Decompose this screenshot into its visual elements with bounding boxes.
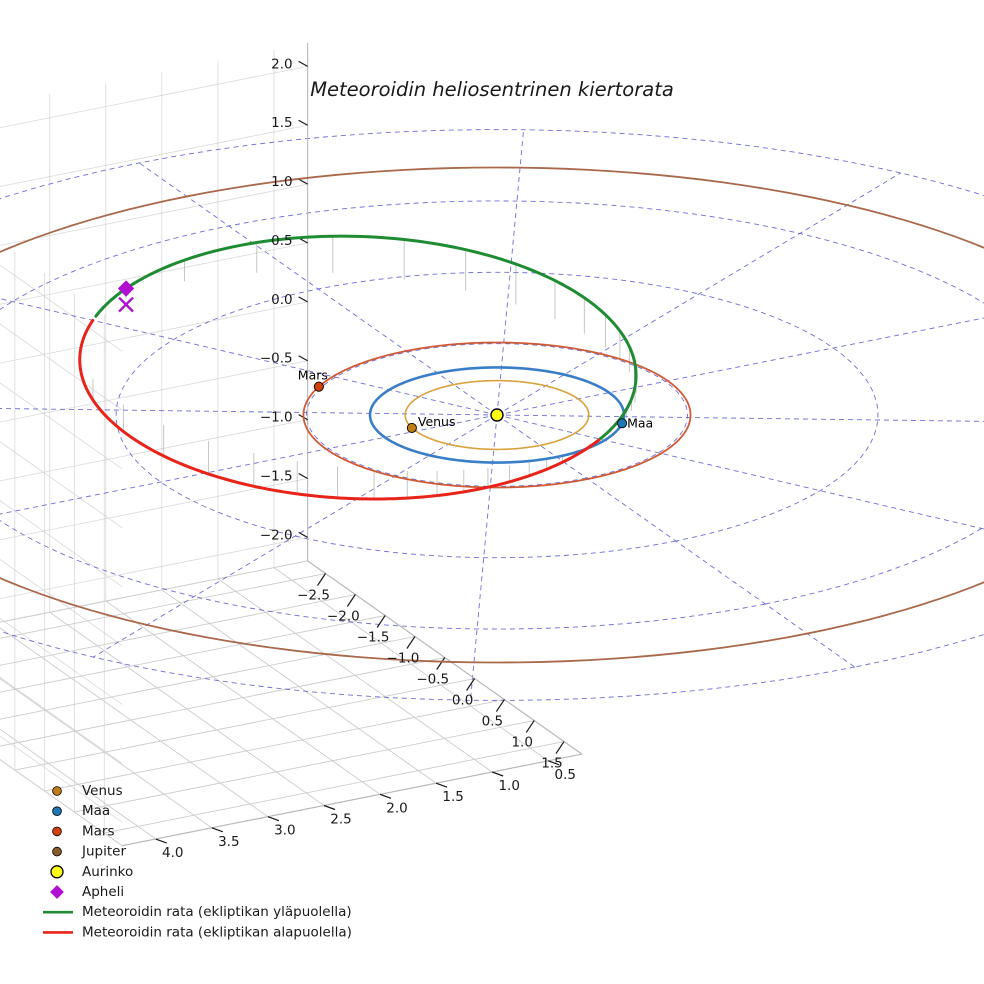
y-tick	[211, 827, 224, 833]
legend-marker-aurinko	[50, 865, 64, 879]
x-tick-label: 0.0	[452, 693, 473, 709]
legend: Venus Maa Mars Jupiter Aurinko Apheli Meteoroi…	[43, 783, 352, 940]
y-tick	[435, 782, 448, 788]
apheli-projection-marker	[118, 296, 134, 313]
mars-label: Mars	[298, 368, 328, 383]
legend-label[interactable]: Jupiter	[81, 844, 126, 860]
x-tick	[466, 678, 476, 691]
legend-marker-jupiter	[52, 846, 62, 857]
x-tick-label: 1.5	[541, 756, 562, 772]
z-tick	[298, 178, 308, 185]
y-tick-label: 4.0	[162, 845, 183, 861]
legend-marker-apheli	[50, 885, 64, 899]
legend-label[interactable]: Aurinko	[82, 864, 133, 880]
z-tick-label: −2.0	[260, 527, 293, 543]
orbit-maa	[368, 366, 626, 464]
legend-marker-mars	[52, 826, 62, 837]
x-tick-label: −2.0	[327, 609, 360, 625]
y-tick	[323, 804, 336, 811]
legend-label[interactable]: Meteoroidin rata (ekliptikan alapuolella…	[82, 924, 352, 940]
x-tick-label: 1.0	[511, 735, 532, 751]
z-tick-label: 0.5	[271, 233, 292, 249]
meteoroid-orbit-below-ecliptic	[78, 318, 592, 501]
body-markers-layer	[117, 280, 628, 433]
orbit-jupiter	[0, 166, 984, 664]
z-tick-label: 1.0	[271, 174, 292, 190]
z-tick	[298, 296, 308, 303]
y-tick-label: 1.5	[442, 789, 463, 805]
x-tick-label: −0.5	[416, 672, 449, 688]
orbit-mars	[302, 341, 692, 489]
legend-label[interactable]: Venus	[82, 783, 123, 799]
y-tick-label: 0.5	[555, 767, 576, 783]
meteoroid-orbit-layer	[78, 234, 638, 501]
y-tick	[491, 771, 504, 777]
maa-label: Maa	[627, 415, 653, 430]
y-tick-label: 2.0	[386, 800, 407, 816]
x-tick-label: −1.0	[387, 651, 420, 667]
tick-labels-layer: 2.01.51.00.50.0−0.5−1.0−1.5−2.0−2.5−2.0−…	[162, 56, 576, 861]
x-tick	[495, 699, 505, 712]
maa-marker	[617, 418, 628, 429]
y-tick	[155, 838, 167, 844]
x-tick-label: −1.5	[357, 630, 390, 646]
y-tick	[548, 760, 560, 766]
z-tick	[298, 472, 308, 480]
x-tick-label: 0.5	[482, 714, 503, 730]
z-tick	[298, 531, 308, 538]
pane-grid-layer	[0, 49, 584, 847]
x-tick	[525, 720, 535, 733]
mars-marker	[313, 381, 324, 392]
meteoroid-orbit-below-ecliptic	[588, 438, 601, 449]
y-tick-label: 3.5	[218, 834, 239, 850]
x-tick-label: −2.5	[297, 588, 330, 604]
page-title: Meteoroidin heliosentrinen kiertorata	[310, 78, 674, 101]
axis-lines-layer	[122, 42, 583, 847]
meteoroid-orbit-above-ecliptic	[94, 234, 638, 441]
z-tick-label: 2.0	[271, 56, 292, 72]
orbit-venus	[404, 379, 590, 451]
y-tick	[267, 816, 280, 822]
z-tick-label: −0.5	[260, 351, 293, 367]
z-tick-label: 0.0	[271, 292, 292, 308]
legend-label[interactable]: Mars	[82, 823, 115, 839]
y-tick-label: 3.0	[274, 823, 295, 839]
x-tick	[436, 657, 446, 670]
x-tick	[317, 573, 327, 586]
legend-marker-venus	[52, 786, 62, 796]
z-tick-label: 1.5	[271, 115, 292, 131]
legend-label[interactable]: Maa	[82, 803, 110, 819]
apheli-marker	[117, 280, 135, 297]
venus-label: Venus	[418, 414, 456, 429]
y-tick-label: 1.0	[498, 778, 519, 794]
orbit-droplines-layer	[79, 236, 637, 499]
legend-label[interactable]: Apheli	[82, 884, 124, 900]
z-tick-label: −1.5	[260, 468, 293, 484]
y-tick-label: 2.5	[330, 812, 351, 828]
legend-label[interactable]: Meteoroidin rata (ekliptikan yläpuolella…	[82, 904, 352, 920]
x-tick	[376, 615, 386, 628]
z-tick-label: −1.0	[260, 410, 293, 426]
sun-marker	[490, 408, 504, 422]
x-tick	[406, 636, 416, 649]
y-tick	[379, 793, 392, 799]
x-tick	[346, 594, 356, 607]
body-labels-layer: Venus Maa Mars	[298, 368, 653, 431]
x-tick	[555, 741, 565, 754]
z-tick	[298, 60, 308, 67]
z-tick	[298, 355, 308, 362]
legend-marker-maa	[52, 806, 62, 816]
venus-marker	[406, 422, 417, 433]
planet-orbits-layer	[0, 166, 984, 664]
z-tick	[298, 119, 308, 126]
